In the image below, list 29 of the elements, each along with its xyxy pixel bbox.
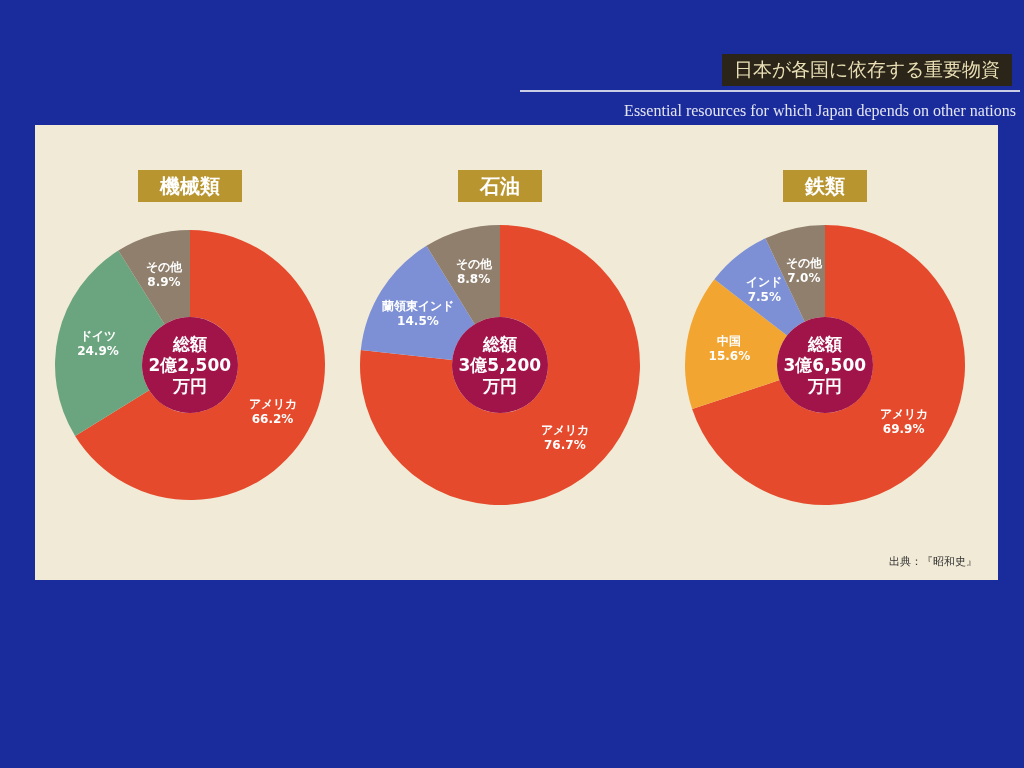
data-label: 15.6% bbox=[708, 349, 751, 364]
data-label: 8.9% bbox=[147, 274, 181, 289]
data-label: 7.5% bbox=[747, 289, 781, 304]
data-label: 14.5% bbox=[397, 313, 439, 328]
data-label: 7.0% bbox=[787, 270, 821, 285]
slice-label: 中国 bbox=[717, 334, 742, 349]
data-label: 66.2% bbox=[251, 411, 294, 426]
text: 総額 3億5,200 万円 bbox=[458, 333, 542, 397]
data-label: 76.7% bbox=[544, 437, 586, 452]
slice-label: その他 bbox=[455, 257, 493, 272]
text: 日本が各国に依存する重要物資 bbox=[722, 54, 1012, 86]
chart-title: 石油 bbox=[479, 174, 520, 198]
slice-label: その他 bbox=[145, 259, 183, 274]
chart-title: 鉄類 bbox=[804, 174, 845, 198]
slice-label: アメリカ bbox=[879, 407, 928, 422]
source-note: 出典：『昭和史』 bbox=[889, 554, 977, 569]
chart-title: 機械類 bbox=[159, 174, 220, 198]
slice-label: 蘭領東インド bbox=[380, 298, 454, 313]
slice-label: アメリカ bbox=[540, 422, 589, 437]
text: Essential resources for which Japan depends on other nations bbox=[624, 102, 1016, 120]
data-label: 24.9% bbox=[77, 344, 119, 359]
data-label: 8.8% bbox=[456, 272, 491, 287]
slice-label: アメリカ bbox=[248, 396, 297, 411]
text: 総額 3億6,500 万円 bbox=[783, 333, 867, 397]
slice-label: インド bbox=[746, 274, 783, 289]
data-label: 69.9% bbox=[882, 422, 925, 437]
text: 総額 2億2,500 万円 bbox=[148, 333, 232, 397]
slice-label: ドイツ bbox=[79, 329, 116, 344]
slice-label: その他 bbox=[785, 255, 823, 270]
